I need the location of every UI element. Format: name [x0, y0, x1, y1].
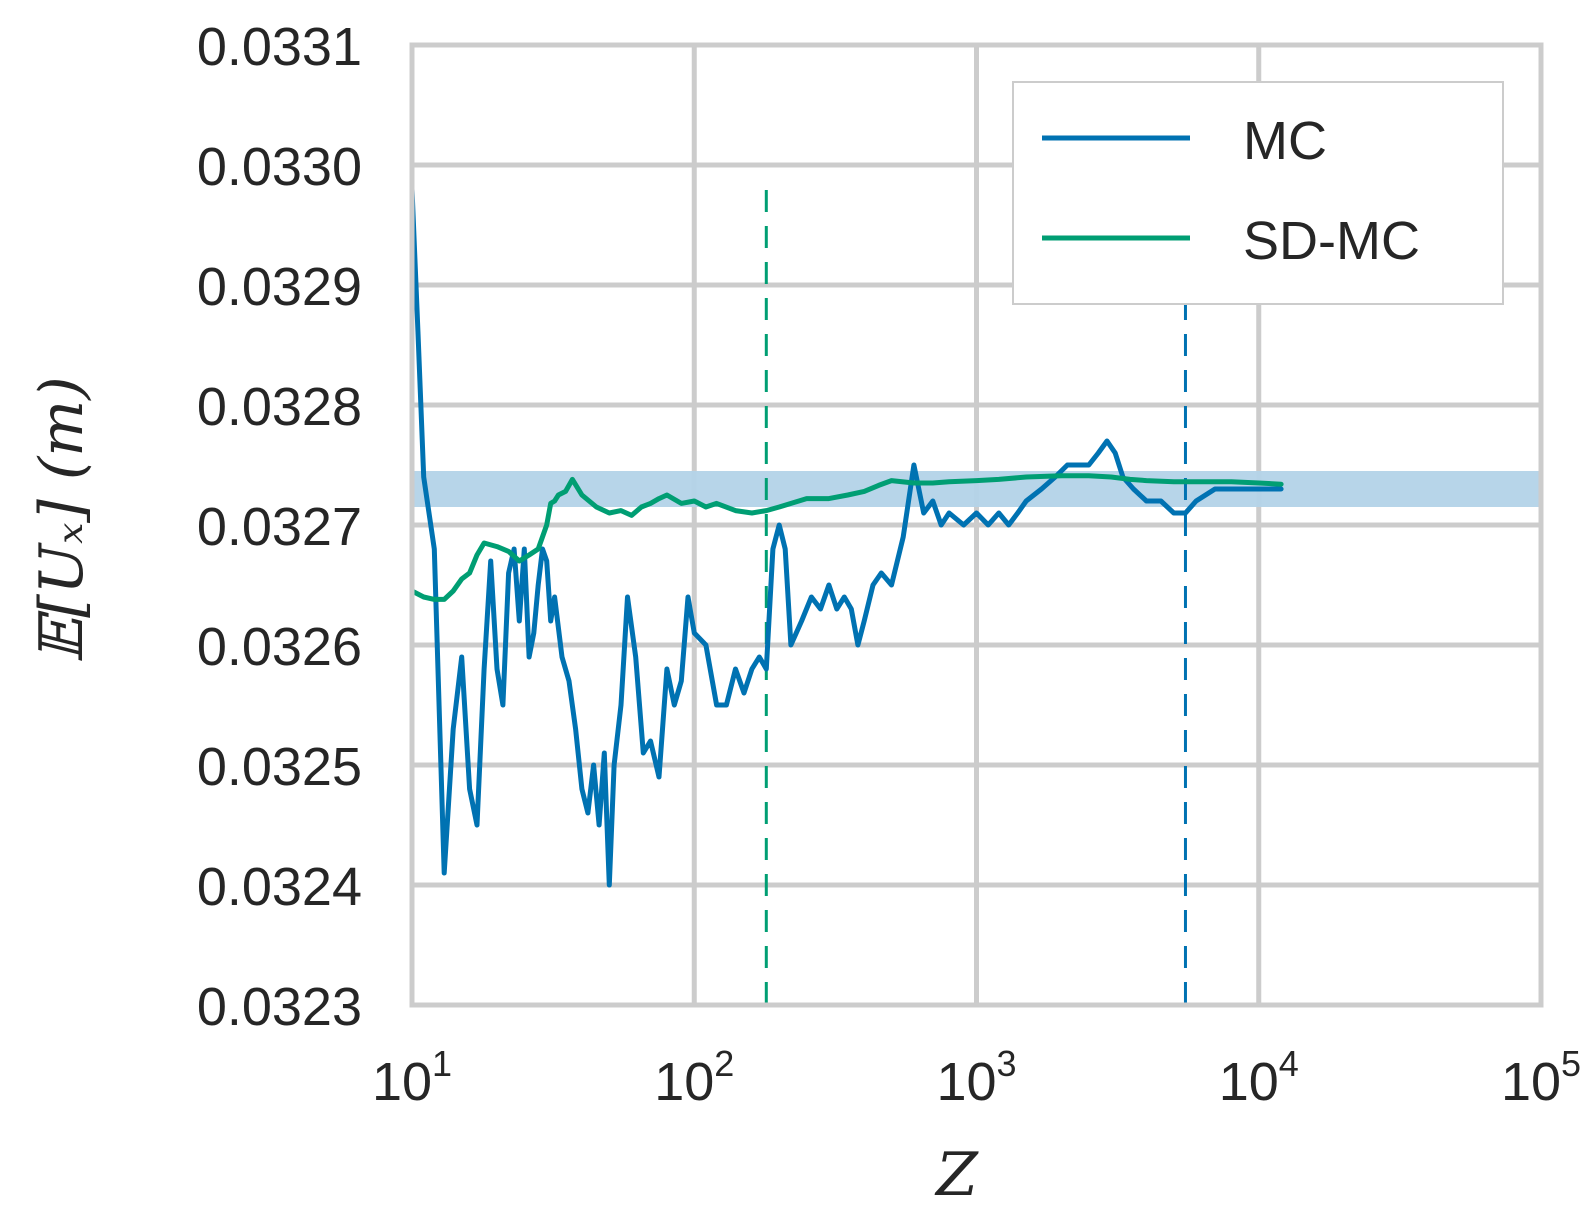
plot-border	[409, 42, 1544, 1008]
y-tick-label-7: 0.0330	[197, 137, 362, 197]
uncertainty-band	[412, 471, 1541, 507]
y-tick-labels: 0.0323 0.0324 0.0325 0.0326 0.0327 0.0328 0.03…	[197, 17, 362, 1037]
x-tick-label-1: 102	[654, 1043, 734, 1112]
x-tick-label-0: 101	[372, 1043, 452, 1112]
legend: MC SD-MC	[1012, 81, 1504, 305]
series-lines	[409, 186, 1284, 888]
x-tick-labels: 101 102 103 104 105	[372, 1043, 1581, 1112]
legend-box	[1012, 81, 1504, 305]
y-tick-label-0: 0.0323	[197, 977, 362, 1037]
series-line-mc	[409, 186, 1284, 888]
y-tick-label-8: 0.0331	[197, 17, 362, 77]
reference-lines	[764, 190, 1187, 1005]
x-tick-label-4: 105	[1501, 1043, 1581, 1112]
y-tick-label-1: 0.0324	[197, 857, 362, 917]
y-tick-label-4: 0.0327	[197, 497, 362, 557]
plot-frame	[409, 42, 1544, 1008]
uncertainty-band-layer	[412, 471, 1541, 507]
x-tick-label-3: 104	[1219, 1043, 1299, 1112]
y-tick-label-2: 0.0325	[197, 737, 362, 797]
y-axis-label: 𝔼[Uₓ] (m)	[27, 376, 97, 663]
legend-label-sd-mc: SD-MC	[1243, 211, 1420, 271]
y-tick-label-3: 0.0326	[197, 617, 362, 677]
legend-label-mc: MC	[1243, 111, 1327, 171]
y-tick-label-6: 0.0329	[197, 257, 362, 317]
x-tick-label-2: 103	[936, 1043, 1016, 1112]
y-tick-label-5: 0.0328	[197, 377, 362, 437]
series-line-sd-mc	[409, 473, 1284, 602]
x-axis-label: Z	[934, 1140, 979, 1210]
